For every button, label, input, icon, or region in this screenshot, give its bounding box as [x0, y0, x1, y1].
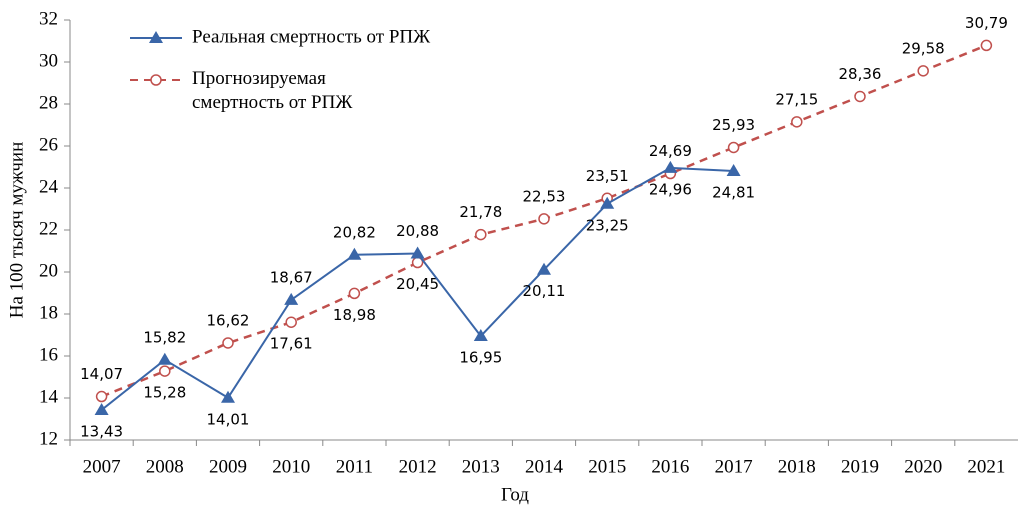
data-label: 20,45: [396, 275, 439, 293]
data-label: 15,82: [143, 328, 186, 346]
marker: [347, 247, 362, 260]
legend-label-line: Прогнозируемая: [192, 68, 326, 89]
legend-label-line: смертность от РПЖ: [192, 92, 353, 113]
marker: [94, 402, 109, 415]
x-tick-label: 2010: [272, 456, 310, 477]
data-label: 21,78: [459, 203, 502, 221]
x-tick-label: 2011: [336, 456, 373, 477]
legend-label: Реальная смертность от РПЖ: [192, 26, 431, 47]
data-label: 13,43: [80, 422, 123, 440]
marker: [663, 160, 678, 173]
marker: [473, 329, 488, 342]
y-tick-label: 26: [39, 134, 58, 155]
x-axis-label: Год: [501, 484, 529, 505]
legend-marker: [150, 74, 162, 86]
data-label: 24,96: [649, 180, 692, 198]
data-label: 20,82: [333, 223, 376, 241]
marker: [95, 390, 108, 403]
data-label: 20,11: [523, 282, 566, 300]
data-label: 22,53: [523, 187, 566, 205]
marker: [980, 39, 993, 52]
data-label: 18,67: [270, 268, 313, 286]
y-tick-label: 32: [39, 8, 58, 29]
marker: [791, 116, 803, 128]
data-label: 15,28: [143, 384, 186, 402]
data-label: 28,36: [839, 65, 882, 83]
y-tick-label: 18: [39, 302, 58, 323]
x-tick-label: 2019: [841, 456, 879, 477]
legend-label: Прогнозируемая смертность от РПЖ: [192, 68, 353, 113]
data-label: 18,98: [333, 306, 376, 324]
y-tick-label: 22: [39, 218, 58, 239]
x-tick-label: 2021: [967, 456, 1005, 477]
x-tick-label: 2012: [399, 456, 437, 477]
y-tick-label: 28: [39, 92, 58, 113]
marker: [157, 352, 172, 365]
marker: [726, 163, 741, 176]
y-tick-label: 30: [39, 50, 58, 71]
x-tick-label: 2016: [651, 456, 689, 477]
y-tick-label: 16: [39, 344, 58, 365]
x-tick-label: 2008: [146, 456, 184, 477]
x-tick-label: 2020: [904, 456, 942, 477]
data-label: 23,25: [586, 216, 629, 234]
y-tick-label: 14: [39, 386, 59, 407]
marker: [600, 196, 615, 209]
data-label: 27,15: [775, 90, 818, 108]
y-tick-label: 24: [39, 176, 59, 197]
legend-marker: [149, 31, 163, 43]
data-label: 25,93: [712, 116, 755, 134]
data-label: 24,81: [712, 183, 755, 201]
data-label: 16,95: [459, 349, 502, 367]
marker: [284, 292, 299, 305]
marker: [159, 365, 171, 377]
marker: [221, 390, 235, 403]
marker: [410, 246, 425, 259]
data-label: 23,51: [586, 167, 629, 185]
marker: [475, 228, 487, 241]
x-tick-label: 2009: [209, 456, 247, 477]
marker: [222, 337, 234, 349]
y-tick-label: 12: [39, 428, 58, 449]
marker: [727, 141, 740, 154]
x-tick-label: 2014: [525, 456, 564, 477]
data-label: 30,79: [965, 14, 1008, 32]
x-tick-label: 2015: [588, 456, 626, 477]
marker: [285, 316, 297, 328]
x-tick-label: 2013: [462, 456, 500, 477]
marker: [537, 262, 551, 275]
y-axis-label: На 100 тысяч мужчин: [6, 142, 27, 319]
data-label: 29,58: [902, 39, 945, 57]
marker: [348, 287, 361, 300]
data-label: 24,69: [649, 142, 692, 160]
data-label: 14,07: [80, 365, 123, 383]
x-tick-label: 2017: [715, 456, 753, 477]
data-label: 16,62: [207, 311, 250, 329]
x-tick-label: 2018: [778, 456, 816, 477]
data-label: 14,01: [207, 410, 250, 428]
marker: [917, 65, 929, 77]
marker: [854, 90, 866, 103]
marker: [538, 213, 550, 225]
data-label: 20,88: [396, 222, 439, 240]
data-label: 17,61: [270, 335, 313, 353]
y-tick-label: 20: [39, 260, 58, 281]
x-tick-label: 2007: [83, 456, 121, 477]
